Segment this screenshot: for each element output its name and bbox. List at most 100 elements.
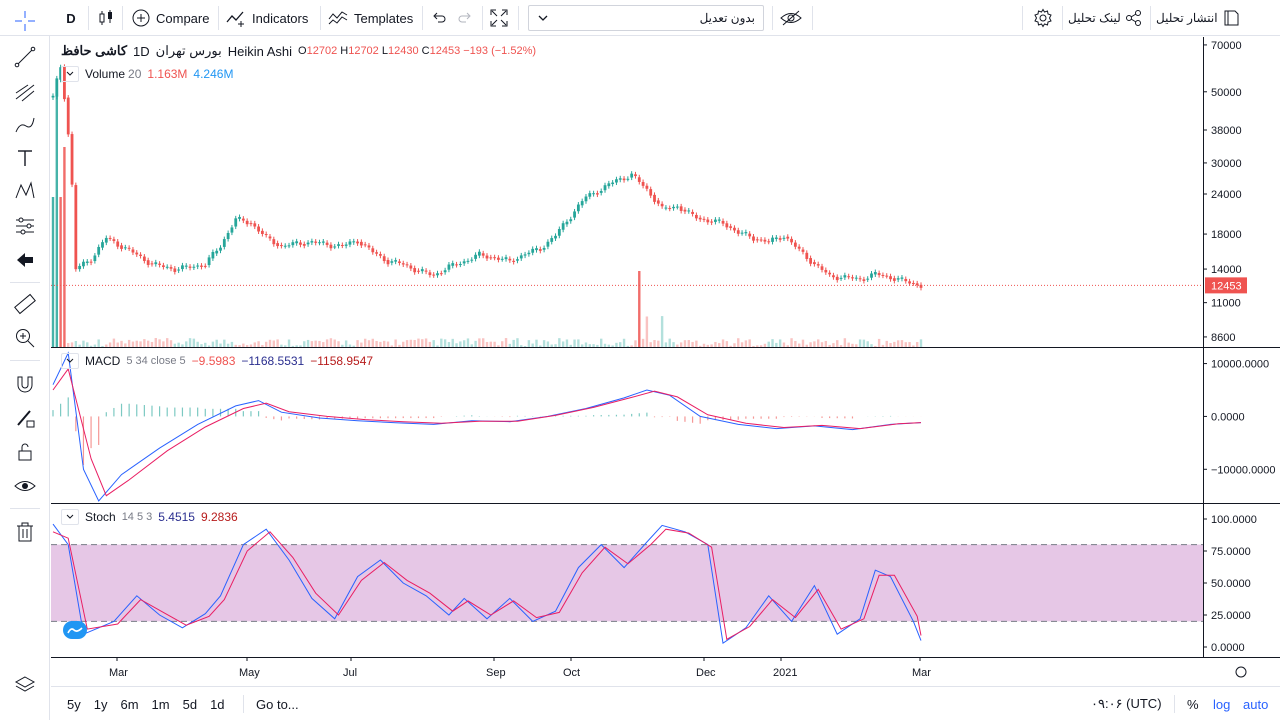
chart-area[interactable]: 70000 50000 38000 30000 24000 18000 14000 11000…	[51, 37, 1280, 685]
stay-drawing-tool[interactable]	[12, 405, 38, 431]
candle-body	[599, 191, 603, 193]
candle-body	[786, 236, 790, 239]
candle-body	[367, 245, 371, 248]
candle-body	[219, 247, 222, 251]
volume-bar	[721, 339, 725, 347]
redo-button[interactable]	[457, 0, 473, 36]
candle-body	[714, 219, 717, 222]
range-button-1d[interactable]: 1d	[210, 696, 225, 712]
collapse-button[interactable]	[61, 66, 79, 82]
layout-select[interactable]: بدون تعدیل	[528, 5, 764, 31]
candle-body	[477, 251, 481, 256]
lock-drawings-tool[interactable]	[12, 439, 38, 465]
collapse-button[interactable]	[61, 509, 79, 525]
collapse-button[interactable]	[61, 353, 79, 369]
timezone-button[interactable]: ۰۹:۰۶ (UTC)	[1091, 687, 1162, 720]
volume-bar	[204, 342, 207, 347]
price-axis-label: 14000	[1211, 264, 1242, 276]
hide-drawings-button[interactable]	[780, 0, 802, 36]
volume-bar	[790, 338, 793, 347]
axis-settings-icon[interactable]	[1235, 666, 1247, 678]
volume-bar	[874, 345, 877, 347]
back-tool[interactable]	[12, 247, 38, 273]
log-label: log	[1213, 696, 1231, 712]
volume-bar	[756, 345, 759, 347]
stoch-axis-label: 100.0000	[1211, 514, 1257, 526]
prediction-tool[interactable]	[12, 213, 38, 239]
range-button-5y[interactable]: 5y	[67, 696, 81, 712]
goto-button[interactable]: Go to...	[256, 687, 299, 720]
volume-bar	[105, 344, 108, 347]
range-button-1y[interactable]: 1y	[93, 696, 108, 712]
undo-button[interactable]	[431, 0, 447, 36]
publish-analysis-button[interactable]: انتشار تحلیل	[1156, 0, 1240, 36]
candle-body	[900, 277, 904, 279]
zoom-tool[interactable]	[12, 325, 38, 351]
show-drawings-tool[interactable]	[12, 473, 38, 499]
candle-body	[82, 261, 85, 267]
interval-button[interactable]: D	[62, 0, 80, 36]
text-tool[interactable]	[12, 145, 38, 171]
candle-body	[508, 258, 512, 261]
candle-body	[211, 251, 215, 259]
magnet-tool[interactable]	[12, 371, 38, 397]
settings-button[interactable]	[1033, 0, 1053, 36]
toolbar-divider	[482, 6, 483, 30]
candle-body	[66, 97, 70, 135]
candles-icon	[99, 10, 112, 25]
candle-body	[443, 270, 447, 273]
volume-bar	[162, 341, 165, 347]
range-button-6m[interactable]: 6m	[120, 696, 139, 712]
volume-bar	[908, 342, 911, 347]
candle-body	[89, 261, 93, 263]
measure-tool[interactable]	[12, 291, 38, 317]
range-button-5d[interactable]: 5d	[182, 696, 198, 712]
goto-label: Go to...	[256, 696, 299, 712]
chart-canvas[interactable]: 70000 50000 38000 30000 24000 18000 14000 11000…	[51, 37, 1280, 685]
fullscreen-button[interactable]	[490, 0, 508, 36]
tradingview-logo[interactable]	[63, 621, 87, 639]
indicators-button[interactable]: Indicators	[226, 0, 308, 36]
volume-bar	[870, 344, 873, 347]
volume-bar	[402, 341, 405, 347]
compare-button[interactable]: Compare	[132, 0, 209, 36]
volume-bar	[497, 345, 500, 347]
fib-tool[interactable]	[12, 79, 38, 105]
toolbar-divider	[10, 282, 40, 283]
symbol-name[interactable]: کاشی حافظ	[61, 43, 128, 58]
volume-bar	[653, 340, 656, 347]
link-analysis-button[interactable]: لینک تحلیل	[1068, 0, 1143, 36]
volume-bar	[737, 338, 740, 347]
volume-bar	[280, 344, 283, 347]
templates-button[interactable]: Templates	[328, 0, 413, 36]
price-axis-label: 8600	[1211, 332, 1235, 344]
candle-body	[241, 218, 245, 221]
candle-body	[698, 217, 702, 220]
volume-bar	[508, 343, 512, 347]
range-button-1m[interactable]: 1m	[151, 696, 170, 712]
percent-toggle[interactable]: %	[1187, 687, 1199, 720]
pattern-tool[interactable]	[12, 178, 38, 204]
undo-icon	[433, 12, 446, 23]
chart-style-button[interactable]	[97, 0, 115, 36]
trend-line-tool[interactable]	[12, 44, 38, 70]
brush-tool[interactable]	[12, 112, 38, 138]
candle-body	[668, 208, 672, 210]
volume-bar	[797, 343, 801, 347]
candle-body	[363, 244, 367, 246]
remove-drawings-tool[interactable]	[12, 519, 38, 545]
candle-body	[127, 247, 131, 249]
log-toggle[interactable]: log	[1213, 687, 1230, 720]
volume-bar	[337, 341, 340, 347]
volume-bar	[219, 343, 222, 347]
auto-toggle[interactable]: auto	[1243, 687, 1268, 720]
volume-bar	[89, 345, 93, 347]
volume-bar	[78, 344, 81, 347]
crosshair-tool[interactable]	[12, 8, 38, 34]
object-tree-tool[interactable]	[12, 672, 38, 698]
candle-body	[352, 241, 356, 243]
toolbar-divider	[1174, 695, 1175, 713]
volume-bar	[272, 340, 276, 347]
candle-body	[462, 261, 466, 264]
volume-bar	[718, 343, 721, 347]
